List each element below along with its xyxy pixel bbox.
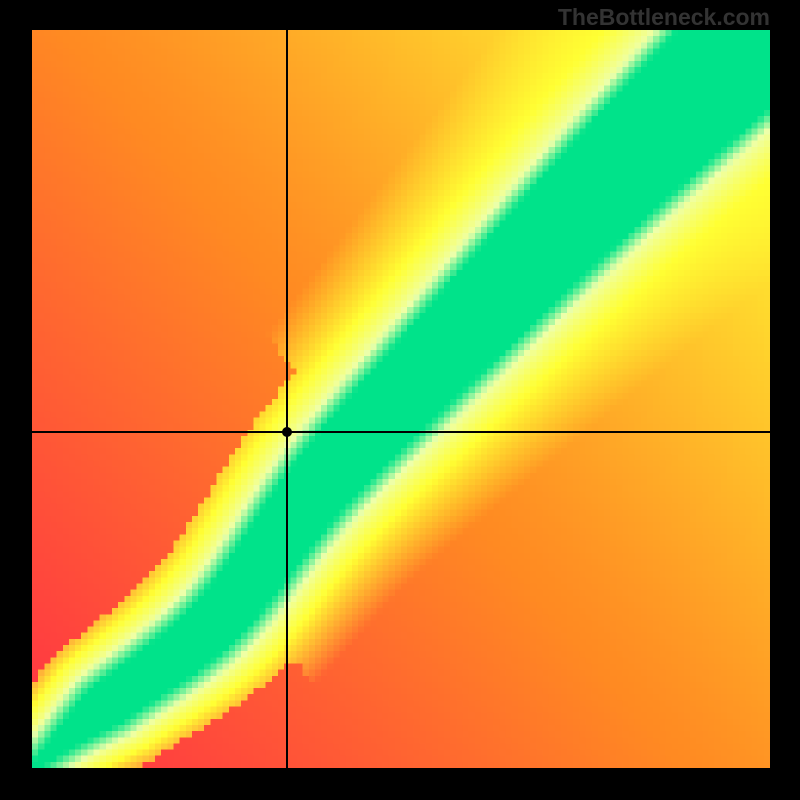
chart-frame: TheBottleneck.com — [0, 0, 800, 800]
crosshair-vertical — [286, 30, 288, 768]
heatmap-plot — [32, 30, 770, 768]
heatmap-canvas — [32, 30, 770, 768]
watermark-text: TheBottleneck.com — [558, 4, 770, 31]
crosshair-horizontal — [32, 431, 770, 433]
crosshair-marker — [282, 427, 292, 437]
